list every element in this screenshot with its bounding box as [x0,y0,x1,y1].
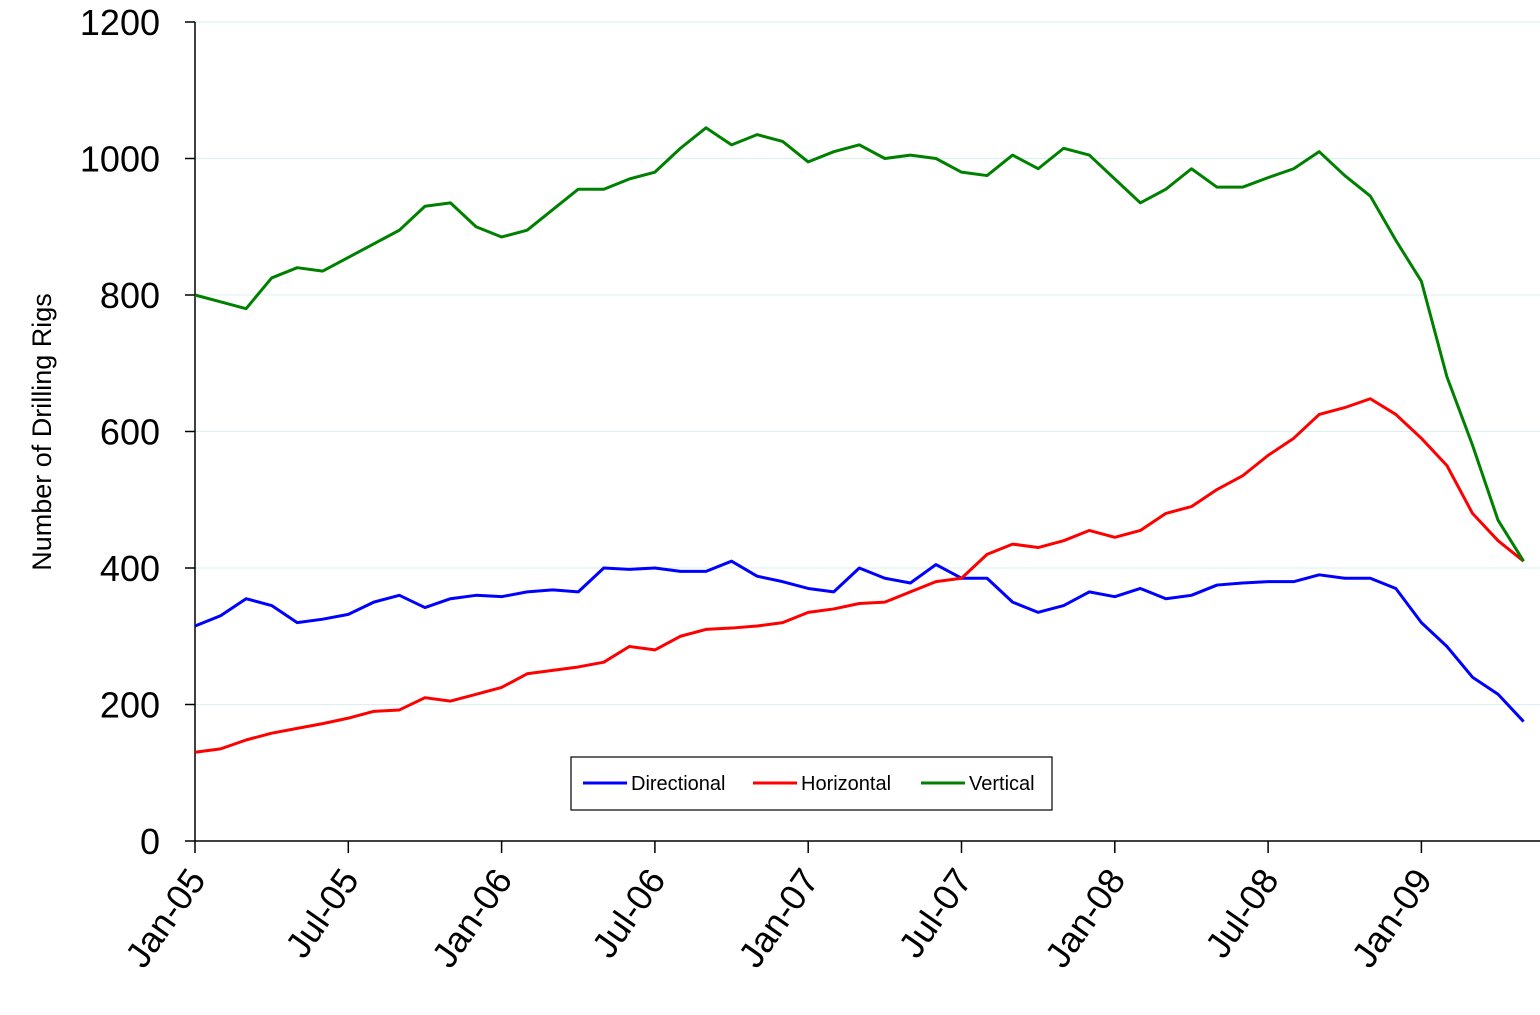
y-tick-label: 400 [100,548,160,589]
x-tick-label: Jan-08 [1037,861,1134,975]
y-tick-label: 0 [140,821,160,862]
y-tick-label: 600 [100,412,160,453]
legend-label: Vertical [969,773,1035,795]
y-tick-label: 200 [100,685,160,726]
legend-label: Directional [631,773,725,795]
y-tick-label: 800 [100,275,160,316]
y-axis-title: Number of Drilling Rigs [27,293,57,571]
series-line [194,559,1525,723]
x-tick-label: Jul-08 [1197,861,1287,965]
series-line [194,126,1525,562]
x-tick-label: Jan-06 [423,861,520,975]
series-line [194,397,1525,754]
y-tick-label: 1200 [80,2,160,43]
legend-box [570,756,1053,811]
y-tick-label: 1000 [80,139,160,180]
x-tick-label: Jan-07 [730,861,827,975]
x-tick-label: Jan-05 [117,861,214,975]
legend-label: Horizontal [801,773,891,795]
x-tick-label: Jul-06 [584,861,674,965]
x-tick-label: Jul-07 [890,861,980,965]
legend: Directional Horizontal Vertical [570,756,1053,811]
x-tick-label: Jan-09 [1343,861,1440,975]
x-tick-label: Jul-05 [277,861,367,965]
